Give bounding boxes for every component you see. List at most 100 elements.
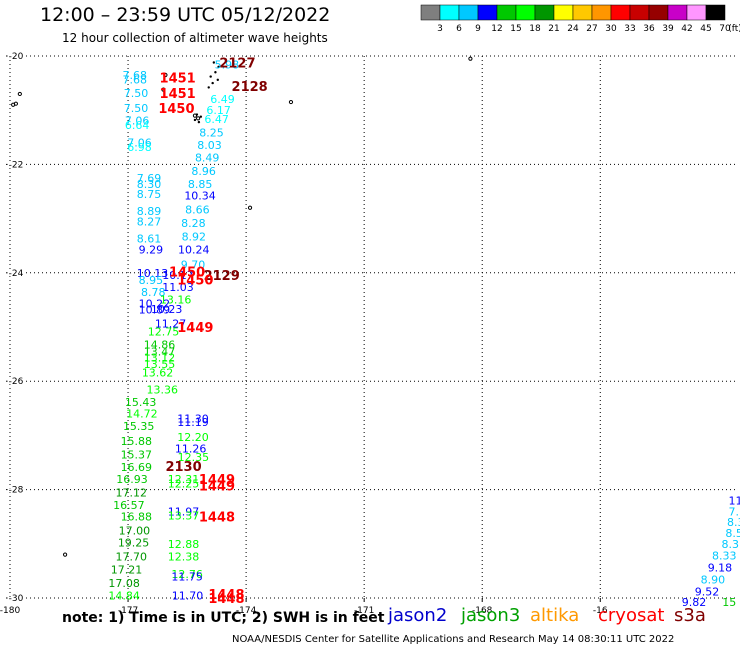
swh-label: 8.75	[137, 188, 162, 201]
time-label: 1448	[208, 592, 244, 607]
legend-label: 18	[529, 24, 541, 34]
swh-label: 7.06	[127, 137, 152, 150]
legend-swatch	[515, 4, 536, 21]
swh-label: 11.03	[162, 281, 194, 294]
swh-label: 10.17	[162, 269, 194, 282]
legend-label: 36	[643, 24, 655, 34]
swh-label: 6.49	[210, 93, 235, 106]
swh-label: 12.35	[178, 451, 210, 464]
legend-swatch	[420, 4, 441, 21]
swh-label: 8.28	[181, 217, 206, 230]
swh-label: 10.34	[184, 189, 216, 202]
swh-label: 16.88	[121, 511, 153, 524]
swh-label: 8.92	[182, 230, 207, 243]
swh-label: 8.66	[185, 203, 210, 216]
swh-label: 6.47	[204, 113, 229, 126]
legend-sat-cryosat: cryosat	[598, 605, 665, 626]
legend-label: 24	[567, 24, 579, 34]
x-tick-label: -174	[236, 606, 257, 616]
legend-label: 12	[491, 24, 502, 34]
swh-label: 8.3	[721, 538, 739, 551]
swh-label: 14.72	[126, 408, 158, 421]
swh-label: 8.78	[141, 286, 166, 299]
swh-label: 10.13	[137, 267, 169, 280]
swh-label: 17.08	[108, 577, 140, 590]
swh-label: 7.68	[123, 73, 147, 86]
swh-label: 16.93	[116, 473, 148, 486]
island-dot	[216, 78, 219, 82]
swh-label: 15.37	[121, 448, 153, 461]
legend-sat-altika: altika	[530, 605, 580, 626]
legend-swatch	[591, 4, 612, 21]
swh-label: 7.	[729, 505, 740, 518]
island-dot	[17, 91, 22, 97]
legend-unit: (ft)	[728, 24, 740, 34]
swh-label: 7.50	[124, 87, 149, 100]
time-label: 2129	[204, 269, 240, 284]
swh-label: 12.31	[168, 473, 200, 486]
y-tick-label: -20	[9, 52, 24, 62]
swh-label: 8.33	[712, 550, 737, 563]
swh-label: 12.38	[168, 550, 200, 563]
swh-label: 7.68	[123, 69, 147, 82]
time-label: 1450	[158, 102, 194, 117]
y-tick-label: -22	[9, 160, 24, 170]
swh-label: 9.82	[682, 596, 707, 609]
swh-label: 8.95	[139, 274, 164, 287]
swh-label: 13.62	[142, 367, 174, 380]
legend-swatch	[439, 4, 460, 21]
swh-label: 6.64	[125, 119, 150, 132]
swh-label: 8.27	[137, 215, 162, 228]
legend-swatch	[534, 4, 555, 21]
legend-swatch	[477, 4, 498, 21]
swh-label: 11.75	[171, 570, 203, 583]
swh-label: 11.19	[177, 416, 209, 429]
legend-swatch	[648, 4, 669, 21]
swh-label: 14.86	[144, 338, 176, 351]
swh-label: 8.25	[199, 126, 224, 139]
island-dot	[288, 99, 294, 105]
swh-label: 10.89	[139, 304, 171, 317]
swh-label: 15	[722, 596, 736, 609]
legend-label: 15	[510, 24, 521, 34]
x-tick-label: -180	[0, 606, 20, 616]
swh-label: 10.23	[151, 303, 183, 316]
island-dot	[212, 61, 216, 64]
legend-swatch	[496, 4, 517, 21]
island-dot	[193, 118, 197, 122]
island-dot	[163, 72, 168, 78]
swh-label: 12.75	[148, 325, 180, 338]
swh-label: 8.89	[137, 205, 162, 218]
swh-label: 8.30	[137, 178, 162, 191]
swh-label: 8.49	[195, 151, 220, 164]
time-label: 1448	[208, 588, 244, 603]
legend-sat-jason2: jason2	[388, 605, 448, 626]
swh-label: 17.21	[111, 563, 143, 576]
swh-label: 12.25	[168, 478, 200, 491]
swh-label: 8.5	[725, 527, 740, 540]
legend-label: 39	[662, 24, 674, 34]
swh-label: 9.70	[181, 259, 206, 272]
swh-label: 13.47	[144, 345, 176, 358]
swh-label: 17.70	[115, 550, 147, 563]
swh-label: 11.26	[175, 442, 207, 455]
time-label: 2128	[232, 80, 268, 95]
time-label: 1451	[160, 87, 196, 102]
island-dot	[195, 116, 201, 121]
island-dot	[62, 552, 68, 557]
swh-label: 8.03	[197, 139, 222, 152]
island-dot	[209, 75, 212, 78]
legend-label: 42	[681, 24, 692, 34]
swh-label: 11	[729, 494, 740, 507]
swh-label: 15.88	[121, 435, 153, 448]
legend-label: 30	[605, 24, 617, 34]
swh-label: 16.69	[121, 461, 153, 474]
swh-label: 9.52	[695, 585, 720, 598]
swh-label: 5.98	[215, 59, 240, 72]
legend-label: 33	[624, 24, 635, 34]
swh-label: 12.20	[177, 431, 209, 444]
legend-swatch	[553, 4, 574, 21]
island-dot	[207, 86, 210, 89]
